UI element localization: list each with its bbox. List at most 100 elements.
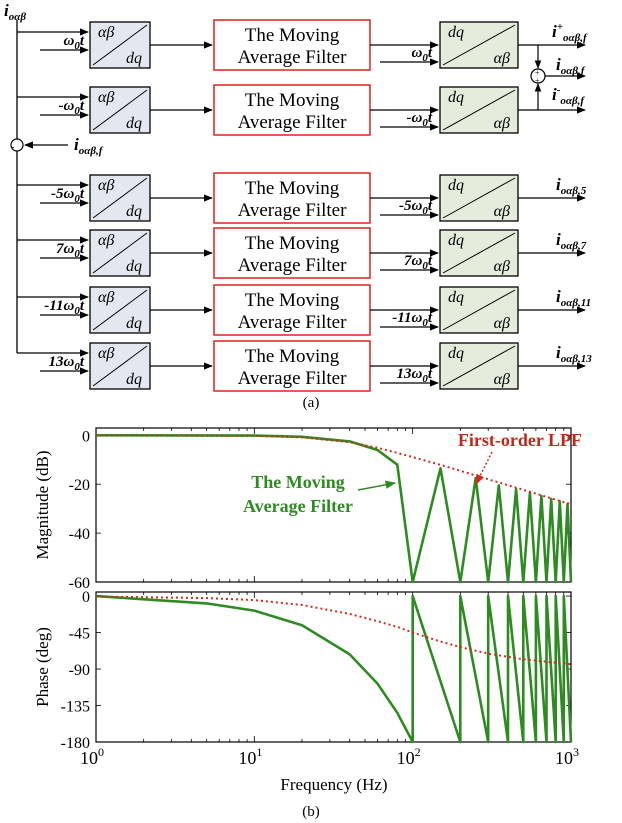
filter-box-1 <box>213 84 371 136</box>
output-label-2-base: i <box>556 175 561 194</box>
y-tick-label: -40 <box>69 526 90 543</box>
inverse-park-transform-0-diagonal <box>442 24 516 66</box>
freq-label-1-sub: 0 <box>74 105 80 117</box>
freq-label-5-coef: 13 <box>48 354 64 370</box>
annotation-moving-average-line1: The Moving <box>251 472 345 492</box>
output-label-sum-base: i <box>556 55 561 74</box>
output-label-2-sub: oαβ,5 <box>561 185 587 197</box>
freq-label-5: 13ω0t <box>48 354 84 373</box>
freq-label-4: -11ω0t <box>44 298 85 317</box>
inverse-park-transform-2: dq αβ <box>439 174 519 222</box>
park-transform-5-bottom-label: dq <box>126 371 142 388</box>
y-tick-label: 0 <box>82 428 90 445</box>
freq-label-5-t: t <box>80 354 85 370</box>
inverse-park-transform-1: dq αβ <box>439 86 519 134</box>
output-label-3: ioαβ,7 <box>556 230 587 252</box>
inv-freq-label-3-t: t <box>428 253 433 269</box>
y-tick-label: -135 <box>61 699 90 716</box>
filter-line2-1: Average Filter <box>238 112 348 133</box>
inverse-park-transform-1-top-label: dq <box>448 89 464 106</box>
annotation-arrow-moving-average <box>357 480 397 491</box>
inv-freq-label-1-t: t <box>428 110 433 126</box>
filter-line2-3: Average Filter <box>238 255 348 276</box>
park-transform-5-top-label: αβ <box>98 345 114 362</box>
output-label-negative-sub: oαβ,f <box>560 95 585 107</box>
inv-freq-label-5: 13ω0t <box>396 366 432 385</box>
park-transform-3-top-label: αβ <box>98 232 114 249</box>
filter-box-4 <box>213 284 371 336</box>
park-transform-0-diagonal <box>92 24 148 66</box>
output-label-negative: i-oαβ,f <box>552 84 585 107</box>
inverse-park-transform-0-bottom-label: αβ <box>494 50 510 67</box>
subtractor-sign: - <box>11 142 14 153</box>
x-tick-label: 100 <box>80 745 104 768</box>
freq-label-3-sub: 0 <box>74 248 80 260</box>
inverse-park-transform-5-diagonal <box>442 345 516 387</box>
inv-freq-label-5-t: t <box>428 366 433 382</box>
inv-freq-label-2-sub: 0 <box>422 205 428 217</box>
inv-freq-label-4-sub: 0 <box>422 317 428 329</box>
freq-label-4-t: t <box>80 298 85 314</box>
inv-freq-label-3-sub: 0 <box>422 260 428 272</box>
x-tick-exponent: 2 <box>415 745 421 759</box>
inv-freq-label-3-coef: 7 <box>404 253 412 269</box>
freq-label-2-sub: 0 <box>74 193 80 205</box>
plot-panel-0: 0 -20 -40 -60 Magnitude (dB) <box>33 427 573 592</box>
y-tick-label: -180 <box>61 735 90 752</box>
output-label-positive-sub: oαβ,f <box>563 32 588 44</box>
summer: ++ <box>530 68 546 85</box>
filter-line2-2: Average Filter <box>238 200 348 221</box>
input-current-label-sub: oαβ <box>9 11 27 23</box>
output-label-positive-base: i <box>552 22 557 41</box>
bode-plots: 0 -20 -40 -60 Magnitude (dB) 0 -45 -90 -135 -180 P… <box>33 427 582 794</box>
filter-line2-4: Average Filter <box>238 312 348 333</box>
park-transform-4-top-label: αβ <box>98 289 114 306</box>
freq-label-2-coef: -5 <box>51 186 64 202</box>
series-moving-average-0 <box>95 433 573 584</box>
freq-label-1: -ω0t <box>58 98 84 117</box>
inv-freq-label-2-coef: -5 <box>399 198 412 214</box>
output-label-sum: ioαβ,f <box>556 55 586 77</box>
x-tick-exponent: 1 <box>256 745 262 759</box>
park-transform-0-top-label: αβ <box>98 24 114 41</box>
x-axis-label: Frequency (Hz) <box>280 775 387 794</box>
y-axis-label-0: Magnitude (dB) <box>33 450 52 559</box>
summer-sign-top: + <box>535 68 540 77</box>
input-current-label: ioαβ <box>4 1 26 23</box>
subtractor-circle <box>10 138 24 152</box>
freq-label-1-t: t <box>80 98 85 114</box>
inv-freq-label-4-omega: ω <box>411 310 422 326</box>
inverse-park-transform-4: dq αβ <box>439 286 519 334</box>
freq-label-0-sub: 0 <box>74 40 80 52</box>
output-label-2: ioαβ,5 <box>556 175 587 197</box>
x-tick-exponent: 3 <box>573 745 579 759</box>
inverse-park-transform-5: dq αβ <box>439 342 519 390</box>
freq-label-0-t: t <box>80 33 85 49</box>
plot-panel-1: 0 -45 -90 -135 -180 Phase (deg) <box>33 589 573 752</box>
input-current-label-base: i <box>4 1 9 20</box>
output-label-4-sub: oαβ,11 <box>561 297 591 309</box>
x-tick-base: 10 <box>555 748 573 768</box>
inverse-park-transform-4-top-label: dq <box>448 289 464 306</box>
park-transform-2-diagonal <box>92 177 148 219</box>
inv-freq-label-4-t: t <box>428 310 433 326</box>
inverse-park-transform-0-top-label: dq <box>448 24 464 41</box>
inverse-park-transform-3-diagonal <box>442 232 516 274</box>
y-axis-label-1: Phase (deg) <box>33 627 52 707</box>
y-tick-label: -90 <box>69 662 90 679</box>
inv-freq-label-3: 7ω0t <box>404 253 433 272</box>
inv-freq-label-5-coef: 13 <box>396 366 412 382</box>
inverse-park-transform-1-diagonal <box>442 89 516 131</box>
output-label-4: ioαβ,11 <box>556 287 591 309</box>
filter-line2-0: Average Filter <box>238 47 348 68</box>
freq-label-5-sub: 0 <box>74 361 80 373</box>
